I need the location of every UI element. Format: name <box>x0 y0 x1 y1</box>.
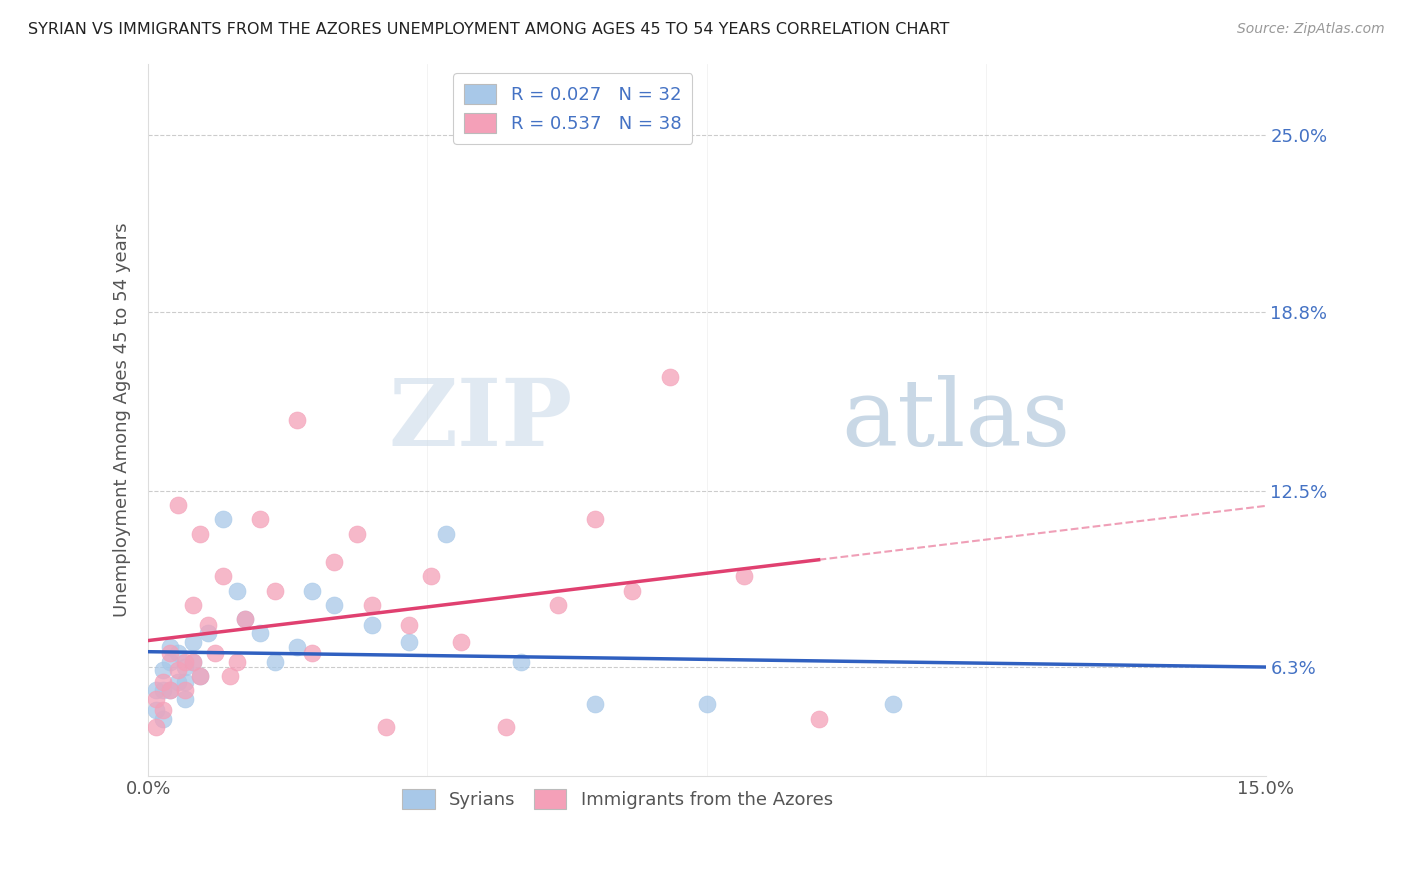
Legend: Syrians, Immigrants from the Azores: Syrians, Immigrants from the Azores <box>395 782 839 816</box>
Point <box>249 626 271 640</box>
Point <box>807 712 830 726</box>
Point <box>167 498 190 512</box>
Y-axis label: Unemployment Among Ages 45 to 54 years: Unemployment Among Ages 45 to 54 years <box>114 222 131 617</box>
Point <box>346 526 368 541</box>
Point <box>434 526 457 541</box>
Point <box>450 634 472 648</box>
Point <box>174 683 197 698</box>
Point <box>159 640 181 655</box>
Point <box>226 655 249 669</box>
Point <box>204 646 226 660</box>
Point <box>152 703 174 717</box>
Point <box>360 617 382 632</box>
Point <box>219 669 242 683</box>
Point <box>152 674 174 689</box>
Point <box>420 569 443 583</box>
Point <box>733 569 755 583</box>
Point <box>174 660 197 674</box>
Point <box>398 617 420 632</box>
Point <box>398 634 420 648</box>
Point <box>285 640 308 655</box>
Point <box>301 583 323 598</box>
Point <box>583 698 606 712</box>
Point <box>152 663 174 677</box>
Point <box>226 583 249 598</box>
Point <box>882 698 904 712</box>
Point <box>360 598 382 612</box>
Point <box>495 720 517 734</box>
Text: SYRIAN VS IMMIGRANTS FROM THE AZORES UNEMPLOYMENT AMONG AGES 45 TO 54 YEARS CORR: SYRIAN VS IMMIGRANTS FROM THE AZORES UNE… <box>28 22 949 37</box>
Point <box>188 526 211 541</box>
Point <box>188 669 211 683</box>
Point <box>197 626 219 640</box>
Point <box>152 712 174 726</box>
Point <box>159 683 181 698</box>
Point <box>145 691 167 706</box>
Point <box>301 646 323 660</box>
Point <box>233 612 256 626</box>
Point <box>323 598 346 612</box>
Point <box>159 683 181 698</box>
Point <box>159 646 181 660</box>
Point <box>696 698 718 712</box>
Point <box>174 655 197 669</box>
Point <box>509 655 531 669</box>
Point <box>174 674 197 689</box>
Point <box>249 512 271 526</box>
Point <box>181 655 204 669</box>
Point <box>547 598 569 612</box>
Point <box>211 569 233 583</box>
Point <box>263 655 285 669</box>
Point <box>167 646 190 660</box>
Point <box>167 674 190 689</box>
Point <box>323 555 346 569</box>
Point <box>621 583 644 598</box>
Point <box>145 720 167 734</box>
Point <box>174 691 197 706</box>
Text: Source: ZipAtlas.com: Source: ZipAtlas.com <box>1237 22 1385 37</box>
Point <box>159 655 181 669</box>
Point <box>145 683 167 698</box>
Text: ZIP: ZIP <box>388 375 572 465</box>
Point <box>658 370 681 384</box>
Point <box>181 655 204 669</box>
Point <box>211 512 233 526</box>
Point <box>181 634 204 648</box>
Point <box>197 617 219 632</box>
Point <box>152 683 174 698</box>
Point <box>167 663 190 677</box>
Point <box>188 669 211 683</box>
Point <box>233 612 256 626</box>
Point <box>263 583 285 598</box>
Point <box>181 598 204 612</box>
Point <box>285 413 308 427</box>
Text: atlas: atlas <box>841 375 1070 465</box>
Point <box>145 703 167 717</box>
Point <box>583 512 606 526</box>
Point <box>375 720 398 734</box>
